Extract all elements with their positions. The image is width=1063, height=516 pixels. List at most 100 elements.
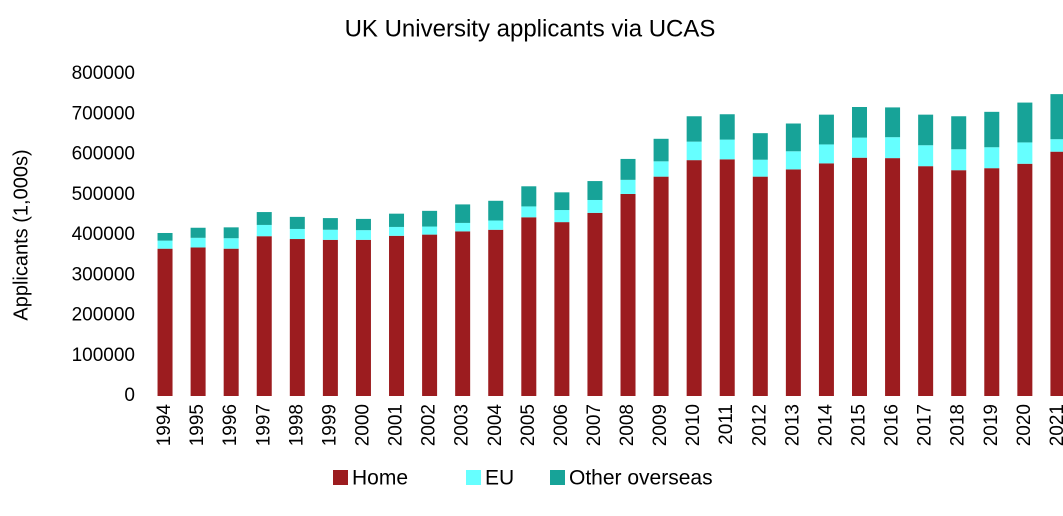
- y-tick-label: 800000: [72, 63, 135, 84]
- y-tick-label: 300000: [72, 264, 135, 285]
- x-tick-label: 2019: [981, 404, 1002, 446]
- x-tick-label: 2016: [882, 404, 903, 446]
- bar-segment: [686, 116, 702, 142]
- x-tick-label: 2001: [386, 404, 407, 446]
- bar-segment: [389, 226, 405, 236]
- x-tick-label: 2017: [915, 404, 936, 446]
- bar-segment: [289, 228, 305, 240]
- bar-segment: [620, 193, 636, 396]
- bar-segment: [1017, 102, 1033, 143]
- bar-segment: [1050, 151, 1063, 396]
- bar-segment: [488, 220, 504, 230]
- x-tick-label: 1996: [220, 404, 241, 446]
- bar-segment: [852, 107, 868, 138]
- x-tick-label: 2018: [948, 404, 969, 446]
- x-tick-label: 1997: [253, 404, 274, 446]
- bar-segment: [322, 239, 338, 396]
- x-tick-label: 2005: [518, 404, 539, 446]
- y-tick-label: 200000: [72, 305, 135, 326]
- bar-segment: [686, 141, 702, 161]
- x-tick-label: 2003: [452, 404, 473, 446]
- bar-segment: [984, 168, 1000, 396]
- bar-segment: [785, 151, 801, 170]
- x-tick-label: 2011: [716, 404, 737, 445]
- bar-segment: [554, 222, 570, 396]
- bar-segment: [885, 107, 901, 138]
- x-tick-label: 1998: [286, 404, 307, 446]
- bar-segment: [1017, 163, 1033, 396]
- bar-segment: [752, 159, 768, 177]
- bar-segment: [389, 213, 405, 227]
- x-tick-label: 1994: [154, 404, 175, 447]
- y-tick-label: 0: [124, 385, 135, 406]
- y-axis-label: Applicants (1,000s): [10, 149, 32, 320]
- x-tick-label: 2010: [683, 404, 704, 446]
- bar-segment: [785, 123, 801, 152]
- bar-segment: [885, 137, 901, 159]
- bar-segment: [818, 114, 834, 145]
- bar-segment: [190, 237, 206, 248]
- bar-segment: [488, 229, 504, 396]
- x-tick-label: 1999: [319, 404, 340, 446]
- bar-segment: [752, 176, 768, 396]
- bar-segment: [190, 227, 206, 238]
- bar-segment: [785, 169, 801, 396]
- legend-swatch: [333, 470, 348, 485]
- bar-segment: [951, 170, 967, 396]
- bar-segment: [587, 181, 603, 200]
- bar-segment: [389, 235, 405, 396]
- x-tick-label: 2000: [352, 404, 373, 446]
- bar-segment: [157, 240, 173, 249]
- bar-segment: [455, 204, 471, 223]
- bar-segment: [818, 163, 834, 396]
- bar-segment: [653, 161, 669, 177]
- bar-segment: [521, 217, 537, 396]
- y-tick-label: 600000: [72, 144, 135, 165]
- bar-segment: [918, 166, 934, 396]
- legend-swatch: [550, 470, 565, 485]
- bar-segment: [719, 114, 735, 140]
- bar-segment: [422, 210, 438, 227]
- bar-segment: [951, 149, 967, 171]
- y-tick-label: 700000: [72, 103, 135, 124]
- bar-segment: [620, 158, 636, 180]
- bar-segment: [554, 192, 570, 211]
- chart-title: UK University applicants via UCAS: [345, 15, 716, 42]
- bar-segment: [422, 226, 438, 235]
- bar-segment: [984, 111, 1000, 148]
- bar-segment: [355, 218, 371, 231]
- bar-segment: [686, 160, 702, 396]
- bar-segment: [289, 216, 305, 229]
- bar-segment: [256, 212, 272, 225]
- bar-segment: [157, 248, 173, 396]
- legend-swatch: [466, 470, 481, 485]
- bar-segment: [587, 199, 603, 213]
- bar-segment: [1017, 142, 1033, 164]
- y-tick-label: 400000: [72, 224, 135, 245]
- x-tick-label: 2006: [551, 404, 572, 446]
- x-tick-label: 2021: [1047, 404, 1063, 446]
- bar-segment: [521, 206, 537, 218]
- x-tick-label: 2002: [419, 404, 440, 446]
- bar-segment: [256, 224, 272, 237]
- bar-segment: [223, 238, 239, 249]
- bar-segment: [256, 236, 272, 396]
- bar-segment: [719, 159, 735, 396]
- bar-segment: [455, 222, 471, 232]
- bar-segment: [455, 231, 471, 396]
- bar-segment: [719, 139, 735, 160]
- bar-segment: [190, 247, 206, 396]
- bar-segment: [653, 138, 669, 162]
- x-tick-label: 2008: [617, 404, 638, 446]
- bar-segment: [322, 229, 338, 240]
- bar-segment: [984, 147, 1000, 169]
- bar-segment: [918, 114, 934, 146]
- legend-label: EU: [485, 467, 514, 490]
- y-tick-label: 100000: [72, 345, 135, 366]
- x-tick-label: 1995: [187, 404, 208, 446]
- x-tick-label: 2012: [749, 404, 770, 446]
- x-tick-label: 2009: [650, 404, 671, 446]
- bar-segment: [422, 234, 438, 396]
- x-tick-label: 2013: [782, 404, 803, 446]
- bar-segment: [818, 144, 834, 164]
